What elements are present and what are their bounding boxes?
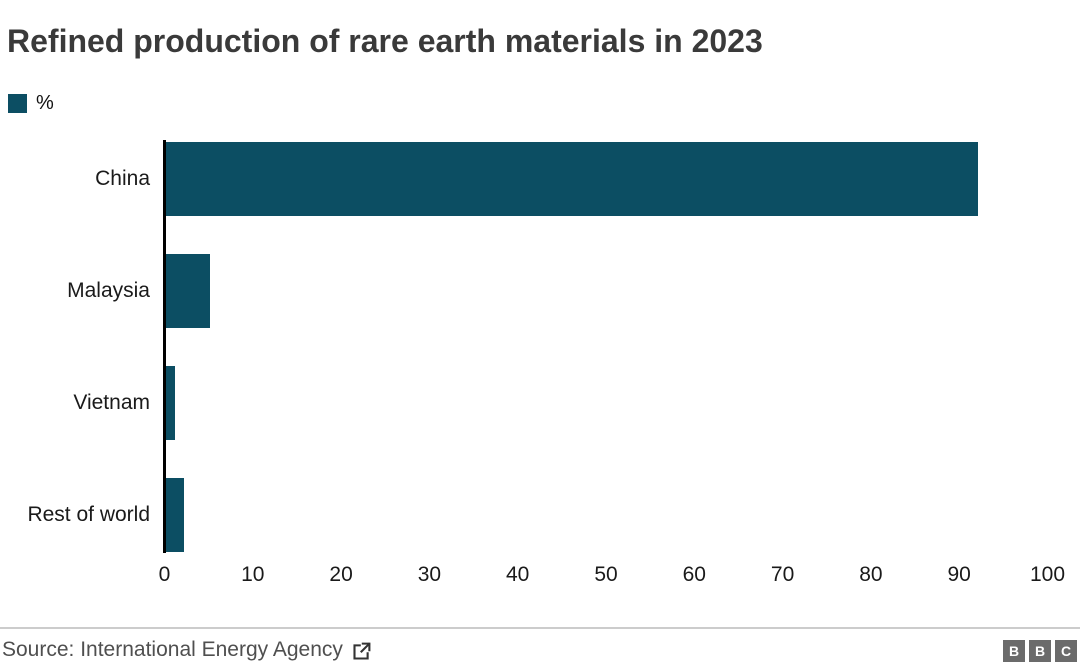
- x-tick-label: 60: [682, 563, 706, 586]
- legend-label: %: [36, 92, 54, 114]
- bar-vietnam: [166, 366, 175, 440]
- bbc-logo-letter-b1: B: [1003, 640, 1025, 662]
- source-text: Source: International Energy Agency: [2, 638, 343, 661]
- x-tick-label: 70: [770, 563, 795, 586]
- x-tick-label: 80: [859, 563, 883, 586]
- chart-row: Malaysia: [0, 254, 1080, 328]
- chart-title: Refined production of rare earth materia…: [7, 23, 763, 59]
- chart-row: Vietnam: [0, 366, 1080, 440]
- legend: %: [8, 92, 54, 115]
- bar-rest-of-world: [166, 478, 184, 552]
- x-tick-label: 30: [417, 563, 442, 586]
- x-tick-label: 100: [1029, 563, 1066, 586]
- chart-row: China: [0, 142, 1080, 216]
- x-tick-label: 50: [594, 563, 618, 586]
- category-label: Rest of world: [27, 503, 150, 526]
- x-tick-label: 10: [241, 563, 265, 586]
- category-label: China: [95, 167, 150, 190]
- bbc-logo-letter-c: C: [1055, 640, 1077, 662]
- bar-china: [166, 142, 979, 216]
- y-axis-line: [163, 140, 166, 553]
- footer-divider: [0, 627, 1080, 629]
- external-link-icon: [353, 642, 371, 660]
- x-tick-label: 90: [947, 563, 971, 586]
- chart-row: Rest of world: [0, 478, 1080, 552]
- x-tick-label: 40: [506, 563, 530, 586]
- x-tick-label: 20: [329, 563, 353, 586]
- source-link[interactable]: Source: International Energy Agency: [2, 638, 372, 662]
- bar-malaysia: [166, 254, 211, 328]
- bbc-logo: B B C: [1003, 640, 1077, 662]
- x-tick-label: 0: [158, 563, 171, 586]
- legend-swatch-icon: [8, 94, 27, 113]
- bbc-logo-letter-b2: B: [1029, 640, 1051, 662]
- category-label: Vietnam: [73, 391, 150, 414]
- category-label: Malaysia: [67, 279, 150, 302]
- bar-chart: China Malaysia Vietnam Rest of world 0 10 20 3…: [0, 140, 1080, 600]
